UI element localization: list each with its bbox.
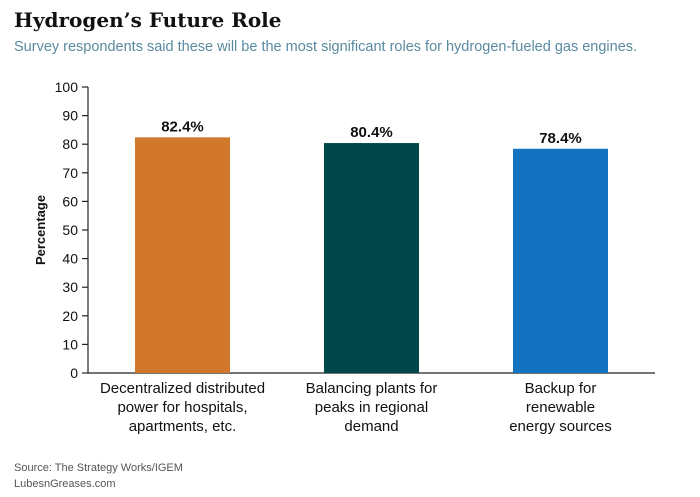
chart-title: Hydrogen’s Future Role <box>14 8 282 32</box>
bar-value-label: 80.4% <box>350 124 393 141</box>
y-tick-label: 20 <box>62 308 78 324</box>
y-tick-label: 60 <box>62 193 78 209</box>
y-tick-label: 30 <box>62 279 78 295</box>
y-tick-label: 40 <box>62 251 78 267</box>
y-tick-label: 100 <box>55 79 79 95</box>
y-tick-label: 50 <box>62 222 78 238</box>
bar-value-label: 82.4% <box>161 118 204 135</box>
bar-value-label: 78.4% <box>539 130 582 147</box>
x-tick-label: Decentralized distributed power for hospi… <box>100 380 265 435</box>
source-note: Source: The Strategy Works/IGEM <box>14 462 183 474</box>
y-tick-label: 10 <box>62 336 78 352</box>
y-tick-label: 70 <box>62 165 78 181</box>
y-axis-label: Percentage <box>33 195 48 265</box>
bar <box>513 148 608 373</box>
bar <box>324 143 419 373</box>
site-credit: LubesnGreases.com <box>14 478 116 490</box>
y-tick-label: 0 <box>70 365 78 381</box>
x-tick-label: Balancing plants for peaks in regional dem… <box>306 380 438 435</box>
y-tick-label: 90 <box>62 108 78 124</box>
y-tick-label: 80 <box>62 136 78 152</box>
bar <box>135 137 230 373</box>
x-tick-label: Backup for renewable energy sources <box>509 380 612 435</box>
chart-subtitle: Survey respondents said these will be th… <box>14 39 638 55</box>
